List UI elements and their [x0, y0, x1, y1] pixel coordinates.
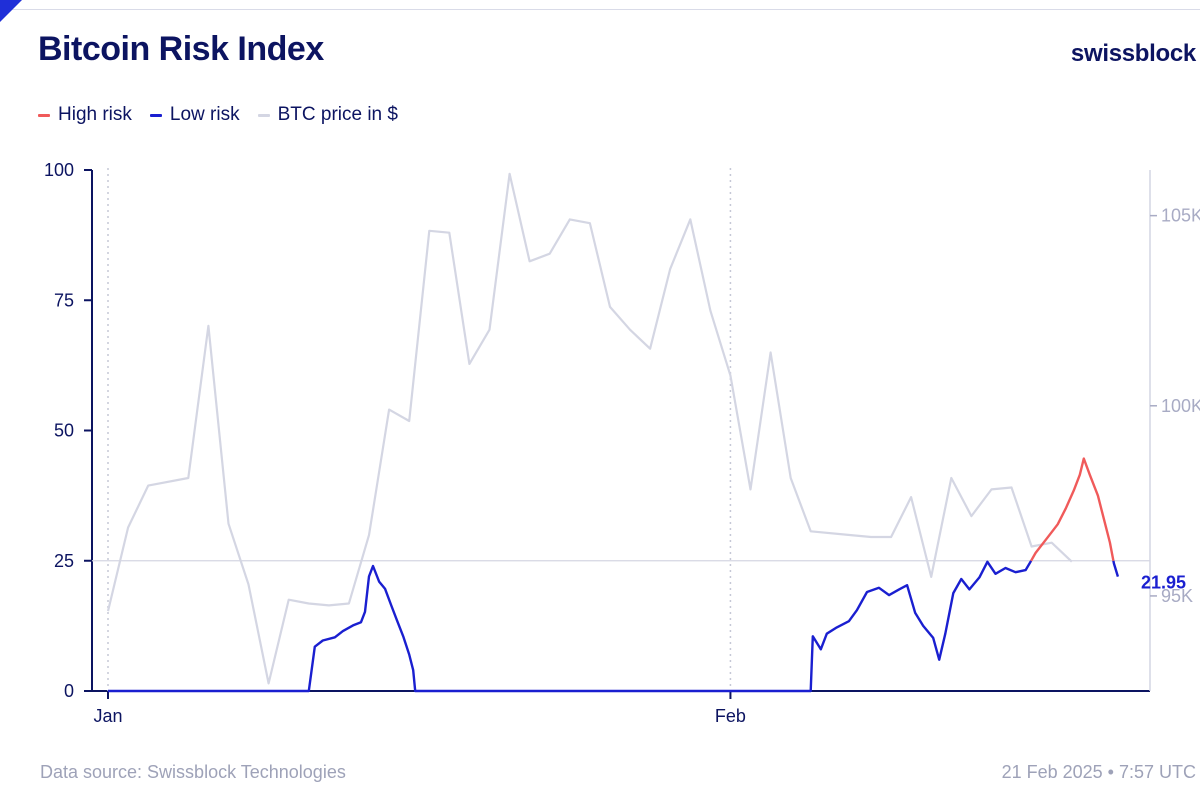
left-tick-label: 25: [54, 551, 74, 571]
legend-label-high-risk: High risk: [58, 104, 132, 125]
legend-item-high-risk: High risk: [38, 104, 132, 126]
last-value-label: 21.95: [1141, 573, 1186, 593]
timestamp: 21 Feb 2025 • 7:57 UTC: [1001, 762, 1196, 782]
left-tick-label: 0: [64, 681, 74, 701]
legend-label-btc-price: BTC price in $: [277, 104, 398, 125]
legend: High risk Low risk BTC price in $: [38, 104, 398, 126]
left-tick-label: 75: [54, 290, 74, 310]
x-tick-label: Feb: [715, 706, 746, 726]
right-tick-label: 105K: [1161, 206, 1200, 226]
corner-accent: [0, 0, 22, 22]
legend-item-low-risk: Low risk: [149, 104, 240, 126]
legend-swatch-btc-price: [257, 113, 270, 117]
legend-label-low-risk: Low risk: [169, 104, 240, 125]
left-tick-label: 100: [44, 160, 74, 180]
chart-title: Bitcoin Risk Index: [38, 30, 324, 68]
x-tick-label: Jan: [93, 706, 122, 726]
legend-swatch-high-risk: [38, 113, 50, 117]
left-tick-label: 50: [54, 421, 74, 441]
btc-price-line: [106, 172, 1073, 685]
brand-logo: swissblock: [1070, 40, 1196, 67]
legend-item-btc-price: BTC price in $: [257, 104, 398, 126]
legend-swatch-low-risk: [149, 113, 162, 117]
right-tick-label: 100K: [1161, 396, 1200, 416]
high-risk-line-segment: [1030, 457, 1115, 562]
low-risk-line-segment: [1112, 560, 1120, 577]
top-divider: [0, 9, 1200, 10]
right-tick-label: 95K: [1161, 586, 1193, 606]
data-source-note: Data source: Swissblock Technologies: [40, 762, 346, 782]
low-risk-line-segment: [108, 560, 1033, 693]
